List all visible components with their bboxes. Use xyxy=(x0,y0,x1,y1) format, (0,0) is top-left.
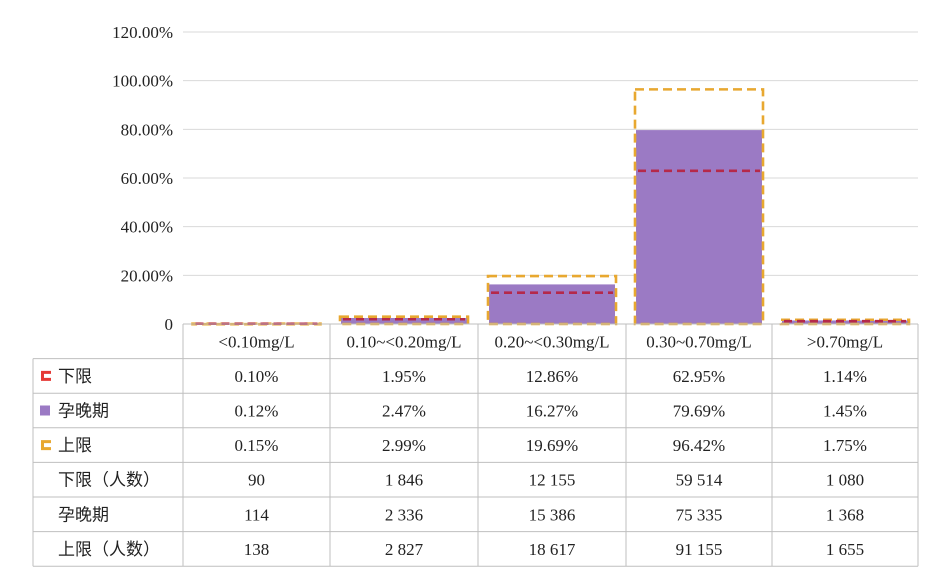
table-cell: 1 846 xyxy=(385,471,423,490)
table-cell: 0.12% xyxy=(235,402,279,421)
table-cell: 19.69% xyxy=(526,436,578,455)
row-label: 上限 xyxy=(58,436,92,456)
row-label: 下限 xyxy=(58,367,92,387)
bars xyxy=(191,88,911,326)
table-cell: 0.10% xyxy=(235,367,279,386)
table-cell: 1.45% xyxy=(823,402,867,421)
table-cell: 59 514 xyxy=(676,471,723,490)
category-label: 0.30~0.70mg/L xyxy=(646,332,752,351)
legend-icon-mid xyxy=(40,405,50,416)
y-axis-ticks: 0 20.00% 40.00% 60.00% 80.00% 100.00% 120.00% xyxy=(112,23,173,334)
legend-icon-upper xyxy=(41,440,51,451)
table-cell: 1 655 xyxy=(826,540,864,559)
category-label: >0.70mg/L xyxy=(807,332,883,351)
table-cell: 114 xyxy=(244,505,269,524)
table-cell: 0.15% xyxy=(235,436,279,455)
bar-mid xyxy=(782,320,908,324)
category-label: 0.10~<0.20mg/L xyxy=(346,332,461,351)
table-cell: 18 617 xyxy=(529,540,576,559)
category-label: <0.10mg/L xyxy=(218,332,294,351)
table-cell: 2.99% xyxy=(382,436,426,455)
table-cell: 1.14% xyxy=(823,367,867,386)
y-tick-label: 120.00% xyxy=(112,23,173,42)
table-cell: 90 xyxy=(248,471,265,490)
table-cell: 2 827 xyxy=(385,540,424,559)
y-tick-label: 60.00% xyxy=(121,169,173,188)
table-cell: 79.69% xyxy=(673,402,725,421)
table-cell: 12 155 xyxy=(529,471,576,490)
y-tick-label: 20.00% xyxy=(121,266,173,285)
table-cell: 1 368 xyxy=(826,505,864,524)
row-label: 孕晚期 xyxy=(58,505,109,525)
data-table: <0.10mg/L 0.10~<0.20mg/L 0.20~<0.30mg/L 0.3… xyxy=(32,323,919,567)
row-label: 孕晚期 xyxy=(58,402,109,422)
y-tick-label: 100.00% xyxy=(112,72,173,91)
table-cell: 75 335 xyxy=(676,505,723,524)
y-tick-label: 80.00% xyxy=(121,120,173,139)
table-cell: 1.95% xyxy=(382,367,426,386)
bar-mid xyxy=(341,317,467,324)
row-label: 下限（人数） xyxy=(58,471,160,491)
table-cell: 12.86% xyxy=(526,367,578,386)
table-cell: 15 386 xyxy=(529,505,576,524)
table-cell: 91 155 xyxy=(676,540,723,559)
legend-icon-lower xyxy=(41,370,51,381)
table-cell: 2 336 xyxy=(385,505,423,524)
table-cell: 1 080 xyxy=(826,471,864,490)
table-cell: 2.47% xyxy=(382,402,426,421)
grid-lines xyxy=(183,31,918,276)
table-cell: 16.27% xyxy=(526,402,578,421)
category-label: 0.20~<0.30mg/L xyxy=(494,332,609,351)
y-tick-label: 0 xyxy=(165,315,174,334)
row-label: 上限（人数） xyxy=(58,540,160,560)
table-cell: 138 xyxy=(244,540,270,559)
table-cell: 1.75% xyxy=(823,436,867,455)
bar-mid xyxy=(489,284,615,324)
table-cell: 62.95% xyxy=(673,367,725,386)
bar-mid xyxy=(636,130,762,324)
table-cell: 96.42% xyxy=(673,436,725,455)
y-tick-label: 40.00% xyxy=(121,218,173,237)
